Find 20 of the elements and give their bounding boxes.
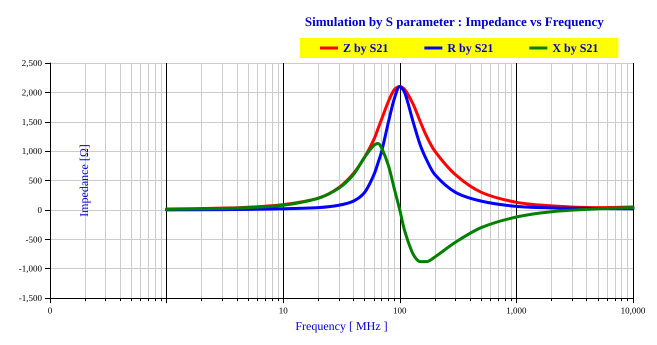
y-tick-label: -500 [26,234,42,244]
y-tick-label: 1,500 [22,116,42,127]
y-tick-label: 0 [38,204,42,215]
y-tick-label: 1,000 [22,146,42,156]
chart-title: Simulation by S parameter : Impedance vs Frequency [304,14,604,29]
legend-label: X by S21 [552,41,598,55]
x-tick-label: 100 [393,306,408,316]
x-tick-label: 1,000 [506,306,528,316]
y-tick-label: -1,500 [18,293,42,304]
y-tick-label: -1,000 [18,264,42,274]
x-tick-label: 0 [48,306,53,316]
x-tick-label: 10,000 [620,306,646,316]
x-tick-label: 10 [278,306,288,316]
legend-label: Z by S21 [343,41,388,55]
y-tick-label: 500 [28,176,42,186]
legend-label: R by S21 [447,41,494,55]
x-axis-title: Frequency [ MHz ] [295,319,388,333]
y-tick-label: 2,500 [22,58,42,68]
y-tick-label: 2,000 [22,87,42,98]
y-axis-title: Impedance [Ω] [77,144,91,217]
